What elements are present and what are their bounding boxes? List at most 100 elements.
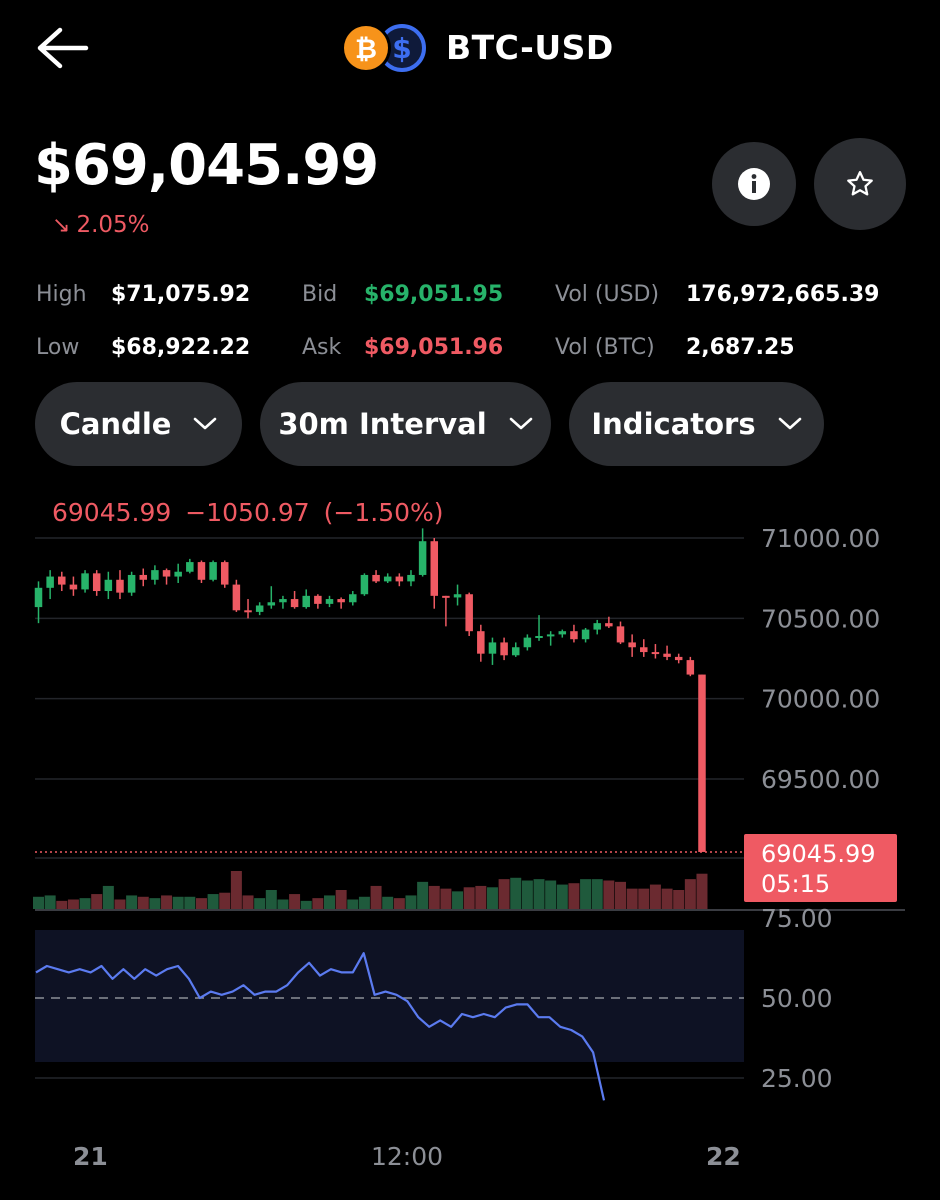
volume-bar xyxy=(126,895,138,909)
x-tick-label: 21 xyxy=(73,1142,108,1171)
chart-type-dropdown[interactable]: Candle xyxy=(35,382,242,466)
candle-body xyxy=(337,599,345,603)
interval-label: 30m Interval xyxy=(278,407,487,441)
volume-bar xyxy=(673,890,685,909)
candle-body xyxy=(593,623,601,630)
volume-bar xyxy=(265,890,277,909)
y-tick-label: 70000.00 xyxy=(761,685,880,714)
candle-body xyxy=(674,656,683,661)
ask-value: $69,051.96 xyxy=(364,335,504,360)
volume-bar xyxy=(347,899,359,909)
candle-body xyxy=(418,541,427,575)
low-value: $68,922.22 xyxy=(111,335,251,360)
rsi-tick-label: 50.00 xyxy=(761,984,833,1013)
chevron-down-icon xyxy=(778,417,801,430)
bid-label: Bid xyxy=(302,282,338,307)
price-change-value: 2.05% xyxy=(76,212,150,238)
info-button[interactable] xyxy=(712,142,796,226)
volume-bar xyxy=(44,895,56,909)
watchlist-star-button[interactable] xyxy=(814,138,906,230)
candle-body xyxy=(279,599,287,603)
volume-bar xyxy=(254,898,266,909)
low-label: Low xyxy=(36,335,80,360)
candle-body xyxy=(465,594,473,632)
volume-bar xyxy=(568,883,580,909)
arrow-down-right-icon: ↘ xyxy=(52,213,71,238)
volume-bar xyxy=(207,894,219,909)
chart-type-label: Candle xyxy=(59,407,172,441)
dollar-icon: $ xyxy=(378,24,426,72)
ask-label: Ask xyxy=(302,335,342,360)
candle-body xyxy=(255,605,264,612)
candle-body xyxy=(267,602,276,606)
indicators-dropdown[interactable]: Indicators xyxy=(569,382,824,466)
candle-body xyxy=(523,637,532,648)
candle-body xyxy=(162,570,171,577)
price-chart[interactable]: 71000.00 70500.00 70000.00 69500.00 75.00 50.… xyxy=(0,490,940,1130)
volume-bar xyxy=(79,898,91,909)
candle-body xyxy=(92,573,101,592)
high-label: High xyxy=(36,282,87,307)
candle-body xyxy=(407,574,415,582)
volume-bar xyxy=(33,896,44,909)
candle-body xyxy=(58,576,66,585)
star-icon xyxy=(847,171,873,196)
vol-usd-value: 176,972,665.39 xyxy=(686,282,880,307)
volume-bar xyxy=(638,888,650,909)
candle-body xyxy=(500,642,508,656)
candle-body xyxy=(430,541,439,596)
interval-dropdown[interactable]: 30m Interval xyxy=(260,382,551,466)
candle-body xyxy=(395,576,404,582)
candle-body xyxy=(302,595,310,608)
candle-body xyxy=(314,595,322,604)
candle-body xyxy=(616,626,625,643)
volume-bar xyxy=(335,890,347,909)
candle-body xyxy=(174,571,182,577)
candle-body xyxy=(186,562,194,572)
volume-bar xyxy=(475,885,487,909)
info-icon xyxy=(738,168,770,200)
x-tick-label: 12:00 xyxy=(371,1142,444,1171)
volume-bar xyxy=(521,880,533,909)
candle-body xyxy=(581,629,590,640)
candle-body xyxy=(651,652,660,655)
pair-icons: $ ₿ xyxy=(338,22,428,74)
candle-body xyxy=(151,570,159,580)
volume-bar xyxy=(277,899,289,909)
indicators-label: Indicators xyxy=(591,407,756,441)
volume-bar xyxy=(324,895,335,909)
volume-bar xyxy=(661,888,673,909)
volume-bar xyxy=(591,879,603,909)
volume-bar xyxy=(358,896,370,909)
volume-bar xyxy=(440,888,452,909)
volume-bar xyxy=(172,896,184,909)
candle-body xyxy=(383,576,392,582)
volume-bar xyxy=(67,899,79,909)
ohlc-change-pct: (−1.50%) xyxy=(323,498,444,527)
vol-usd-label: Vol (USD) xyxy=(555,282,660,307)
volume-bar xyxy=(498,879,510,909)
volume-bar xyxy=(219,892,231,909)
volume-bar xyxy=(300,900,312,909)
candle-body xyxy=(220,562,229,585)
candle-body xyxy=(535,636,543,639)
volume-bar xyxy=(184,896,196,909)
rsi-band xyxy=(35,930,744,1062)
bitcoin-icon: ₿ xyxy=(341,23,391,73)
candle-body xyxy=(442,595,450,598)
y-tick-label: 70500.00 xyxy=(761,604,880,633)
candle-body xyxy=(605,623,613,627)
svg-text:₿: ₿ xyxy=(355,34,377,65)
volume-bar xyxy=(161,895,173,909)
back-button[interactable] xyxy=(36,26,92,70)
volume-bar xyxy=(510,877,522,909)
candle-body xyxy=(477,631,485,654)
candle-body xyxy=(360,574,369,595)
y-tick-label: 71000.00 xyxy=(761,524,880,553)
volume-bar xyxy=(405,895,417,909)
arrow-left-icon xyxy=(37,27,89,69)
volume-bar xyxy=(312,898,324,909)
volume-bar xyxy=(545,880,557,909)
ohlc-readout: 69045.99 −1050.97 (−1.50%) xyxy=(52,498,458,528)
volume-bar xyxy=(137,896,149,909)
